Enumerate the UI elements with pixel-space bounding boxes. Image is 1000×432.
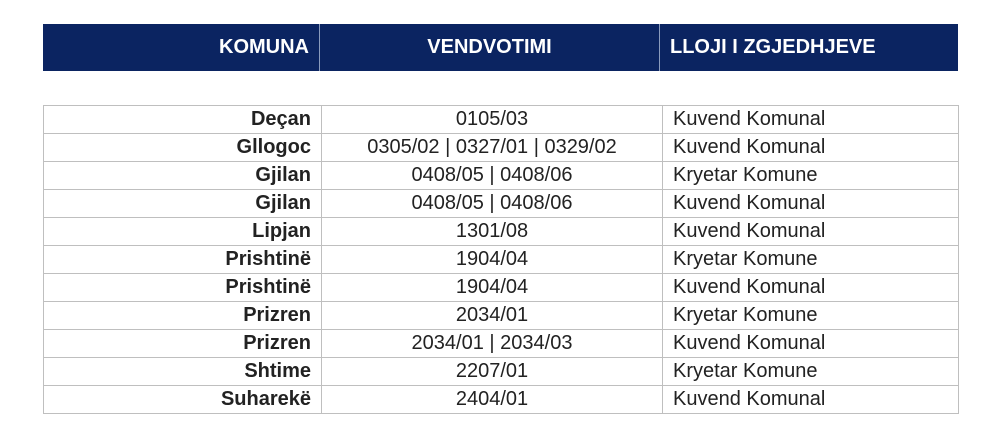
table-row: Gjilan 0408/05 | 0408/06 Kryetar Komune bbox=[43, 161, 959, 190]
table-row: Gllogoc 0305/02 | 0327/01 | 0329/02 Kuvend… bbox=[43, 133, 959, 162]
cell-lloji: Kuvend Komunal bbox=[662, 189, 959, 218]
cell-vendvotimi: 2034/01 | 2034/03 bbox=[321, 329, 663, 358]
cell-komuna: Prishtinë bbox=[43, 245, 322, 274]
cell-komuna: Suharekë bbox=[43, 385, 322, 414]
cell-lloji: Kuvend Komunal bbox=[662, 273, 959, 302]
table-row: Suharekë 2404/01 Kuvend Komunal bbox=[43, 385, 959, 414]
table-row: Lipjan 1301/08 Kuvend Komunal bbox=[43, 217, 959, 246]
table-row: Prishtinë 1904/04 Kryetar Komune bbox=[43, 245, 959, 274]
cell-vendvotimi: 2207/01 bbox=[321, 357, 663, 386]
header-komuna: KOMUNA bbox=[43, 24, 320, 71]
header-lloji: LLOJI I ZGJEDHJEVE bbox=[670, 36, 876, 58]
cell-lloji: Kuvend Komunal bbox=[662, 133, 959, 162]
table-row: Prizren 2034/01 | 2034/03 Kuvend Komunal bbox=[43, 329, 959, 358]
cell-lloji: Kuvend Komunal bbox=[662, 105, 959, 134]
cell-vendvotimi: 1301/08 bbox=[321, 217, 663, 246]
cell-vendvotimi: 0408/05 | 0408/06 bbox=[321, 161, 663, 190]
table-header: KOMUNA VENDVOTIMI LLOJI I ZGJEDHJEVE bbox=[43, 24, 958, 71]
cell-lloji: Kuvend Komunal bbox=[662, 329, 959, 358]
cell-lloji: Kuvend Komunal bbox=[662, 217, 959, 246]
cell-komuna: Deçan bbox=[43, 105, 322, 134]
table-row: Shtime 2207/01 Kryetar Komune bbox=[43, 357, 959, 386]
cell-lloji: Kryetar Komune bbox=[662, 161, 959, 190]
cell-lloji: Kryetar Komune bbox=[662, 357, 959, 386]
table-row: Gjilan 0408/05 | 0408/06 Kuvend Komunal bbox=[43, 189, 959, 218]
cell-vendvotimi: 1904/04 bbox=[321, 273, 663, 302]
cell-komuna: Gjilan bbox=[43, 161, 322, 190]
cell-komuna: Gjilan bbox=[43, 189, 322, 218]
cell-komuna: Prishtinë bbox=[43, 273, 322, 302]
table-row: Deçan 0105/03 Kuvend Komunal bbox=[43, 105, 959, 134]
cell-lloji: Kryetar Komune bbox=[662, 301, 959, 330]
results-table: Deçan 0105/03 Kuvend Komunal Gllogoc 0305/02… bbox=[43, 105, 959, 414]
cell-lloji: Kuvend Komunal bbox=[662, 385, 959, 414]
cell-komuna: Lipjan bbox=[43, 217, 322, 246]
cell-komuna: Shtime bbox=[43, 357, 322, 386]
cell-vendvotimi: 2404/01 bbox=[321, 385, 663, 414]
cell-komuna: Prizren bbox=[43, 329, 322, 358]
cell-vendvotimi: 1904/04 bbox=[321, 245, 663, 274]
cell-vendvotimi: 0408/05 | 0408/06 bbox=[321, 189, 663, 218]
table-row: Prishtinë 1904/04 Kuvend Komunal bbox=[43, 273, 959, 302]
cell-vendvotimi: 2034/01 bbox=[321, 301, 663, 330]
cell-komuna: Prizren bbox=[43, 301, 322, 330]
cell-lloji: Kryetar Komune bbox=[662, 245, 959, 274]
table-row: Prizren 2034/01 Kryetar Komune bbox=[43, 301, 959, 330]
cell-vendvotimi: 0305/02 | 0327/01 | 0329/02 bbox=[321, 133, 663, 162]
cell-komuna: Gllogoc bbox=[43, 133, 322, 162]
cell-vendvotimi: 0105/03 bbox=[321, 105, 663, 134]
header-vendvotimi: VENDVOTIMI bbox=[320, 24, 660, 71]
